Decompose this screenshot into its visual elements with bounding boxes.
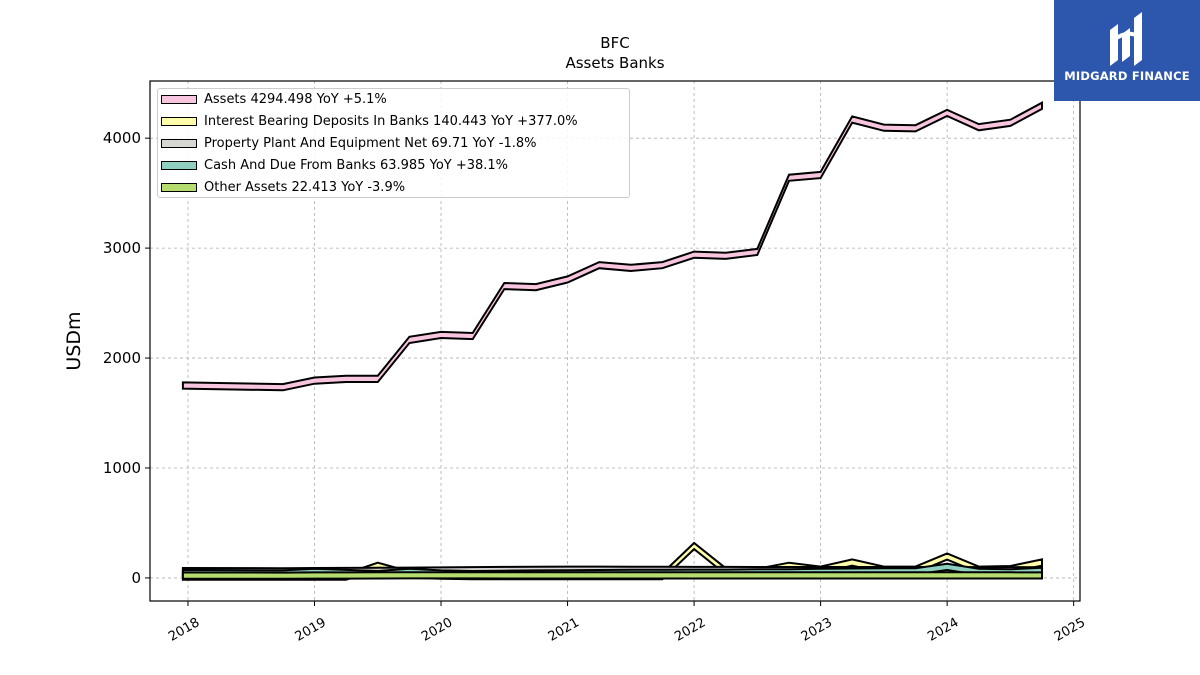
y-axis-label: USDm xyxy=(63,311,85,370)
series-layer xyxy=(181,101,1043,581)
legend-swatch-other-assets xyxy=(161,183,197,192)
legend-label-interest-bearing-deposits: Interest Bearing Deposits In Banks 140.4… xyxy=(204,114,578,129)
legend-label-cash-due-from-banks: Cash And Due From Banks 63.985 YoY +38.1… xyxy=(204,158,509,173)
y-tick-label: 0 xyxy=(131,569,141,587)
legend-item-assets: Assets 4294.498 YoY +5.1% xyxy=(158,89,628,111)
legend-swatch-assets xyxy=(161,95,197,104)
x-tick-label: 2023 xyxy=(799,615,835,645)
chart-title: BFC xyxy=(600,34,629,52)
legend-swatch-interest-bearing-deposits xyxy=(161,117,197,126)
legend-item-cash-due-from-banks: Cash And Due From Banks 63.985 YoY +38.1… xyxy=(158,155,628,177)
x-tick-label: 2021 xyxy=(546,615,582,645)
x-tick-label: 2022 xyxy=(672,615,708,645)
brand-name: MIDGARD FINANCE xyxy=(1064,69,1190,83)
legend-item-other-assets: Other Assets 22.413 YoY -3.9% xyxy=(158,177,628,199)
y-tick-label: 4000 xyxy=(103,129,141,147)
series-band-assets xyxy=(181,101,1043,392)
legend-swatch-property-plant-equipment xyxy=(161,139,197,148)
legend-item-interest-bearing-deposits: Interest Bearing Deposits In Banks 140.4… xyxy=(158,111,628,133)
brand-logo: MIDGARD FINANCE xyxy=(1054,0,1200,101)
legend-item-property-plant-equipment: Property Plant And Equipment Net 69.71 Y… xyxy=(158,133,628,155)
legend: Assets 4294.498 YoY +5.1% Interest Beari… xyxy=(157,88,630,198)
x-tick-label: 2020 xyxy=(419,615,455,645)
x-tick-label: 2025 xyxy=(1052,615,1088,645)
x-tick-label: 2018 xyxy=(166,615,202,645)
legend-label-property-plant-equipment: Property Plant And Equipment Net 69.71 Y… xyxy=(204,136,537,151)
y-tick-label: 3000 xyxy=(103,239,141,257)
x-tick-label: 2024 xyxy=(925,615,961,645)
legend-label-other-assets: Other Assets 22.413 YoY -3.9% xyxy=(204,180,406,195)
grid xyxy=(150,81,1080,601)
x-tick-label: 2019 xyxy=(293,615,329,645)
y-tick-label: 1000 xyxy=(103,459,141,477)
y-tick-label: 2000 xyxy=(103,349,141,367)
chart-subtitle: Assets Banks xyxy=(565,54,664,72)
legend-swatch-cash-due-from-banks xyxy=(161,161,197,170)
plot-frame xyxy=(149,80,1081,602)
midgard-logo-icon xyxy=(1110,12,1142,66)
legend-label-assets: Assets 4294.498 YoY +5.1% xyxy=(204,92,387,107)
series-band-other-assets xyxy=(181,571,1043,580)
